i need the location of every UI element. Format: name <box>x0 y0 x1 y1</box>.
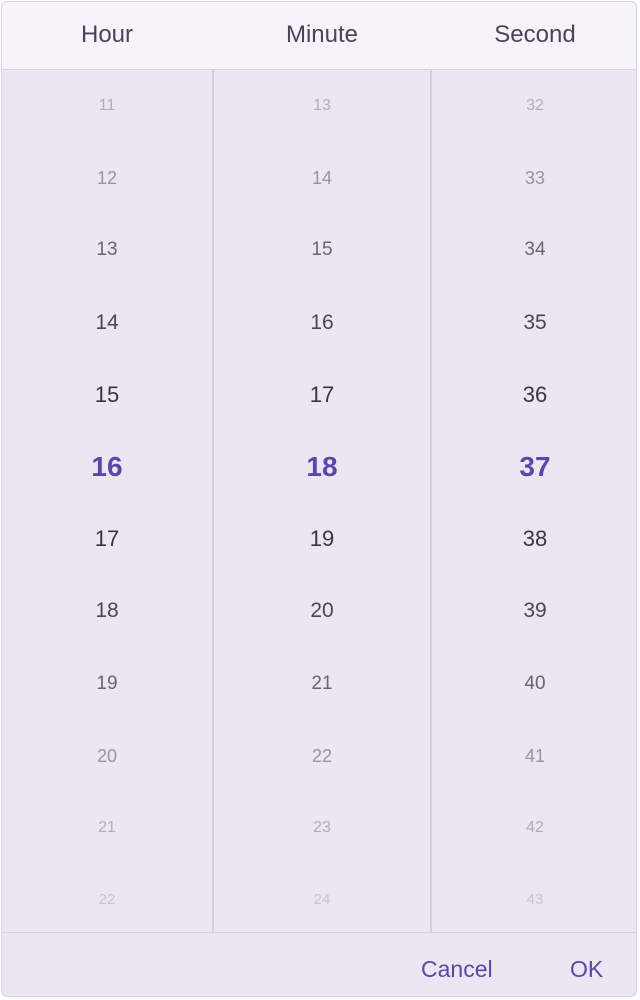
hour-selected-value[interactable]: 16 <box>91 451 123 482</box>
cancel-button[interactable]: Cancel <box>421 956 493 982</box>
second-option[interactable]: 34 <box>524 239 546 261</box>
second-option[interactable]: 41 <box>524 745 546 766</box>
hour-wheel[interactable]: 11 12 13 14 15 16 17 18 19 20 21 22 <box>2 70 212 932</box>
minute-option[interactable]: 22 <box>311 745 333 766</box>
hour-option[interactable]: 22 <box>98 891 116 909</box>
dialog-footer: Cancel OK <box>2 932 636 996</box>
hour-option[interactable]: 19 <box>96 672 118 694</box>
minute-option[interactable]: 14 <box>311 168 333 189</box>
hour-option[interactable]: 13 <box>96 239 118 261</box>
second-selected-value[interactable]: 37 <box>519 451 551 482</box>
second-column-title: Second <box>494 21 576 48</box>
second-option[interactable]: 40 <box>524 672 546 694</box>
hour-column-title: Hour <box>80 21 134 48</box>
minute-option[interactable]: 19 <box>309 526 335 552</box>
hour-option[interactable]: 11 <box>98 97 116 114</box>
minute-option[interactable]: 15 <box>311 239 333 261</box>
second-option[interactable]: 36 <box>522 381 548 407</box>
hour-option[interactable]: 20 <box>96 745 118 766</box>
hour-option[interactable]: 14 <box>95 310 119 334</box>
hour-option[interactable]: 15 <box>94 381 120 407</box>
second-option[interactable]: 38 <box>522 526 548 552</box>
hour-option[interactable]: 17 <box>94 526 120 552</box>
minute-column-title: Minute <box>285 21 359 48</box>
second-option[interactable]: 42 <box>526 819 544 836</box>
second-wheel[interactable]: 32 33 34 35 36 37 38 39 40 41 42 43 <box>432 70 636 932</box>
minute-option[interactable]: 17 <box>309 381 335 407</box>
column-divider <box>212 70 214 932</box>
minute-option[interactable]: 21 <box>311 672 333 694</box>
minute-option[interactable]: 23 <box>313 819 331 836</box>
second-option[interactable]: 43 <box>526 891 544 909</box>
minute-option[interactable]: 20 <box>310 599 334 623</box>
column-header-bar: Hour Minute Second <box>2 2 636 70</box>
ok-button[interactable]: OK <box>570 956 604 982</box>
minute-selected-value[interactable]: 18 <box>306 451 338 482</box>
minute-wheel[interactable]: 13 14 15 16 17 18 19 20 21 22 23 24 <box>214 70 430 932</box>
wheel-area: 11 12 13 14 15 16 17 18 19 20 21 22 13 14 15 16 17 18 19 2… <box>2 70 636 932</box>
second-option[interactable]: 39 <box>523 599 547 623</box>
minute-option[interactable]: 13 <box>313 97 331 114</box>
column-divider <box>430 70 432 932</box>
second-option[interactable]: 32 <box>526 97 544 114</box>
second-option[interactable]: 35 <box>523 310 547 334</box>
hour-option[interactable]: 12 <box>96 168 118 189</box>
hour-option[interactable]: 21 <box>98 819 116 836</box>
second-option[interactable]: 33 <box>524 168 546 189</box>
minute-option[interactable]: 24 <box>313 891 331 909</box>
minute-option[interactable]: 16 <box>310 310 334 334</box>
hour-option[interactable]: 18 <box>95 599 119 623</box>
